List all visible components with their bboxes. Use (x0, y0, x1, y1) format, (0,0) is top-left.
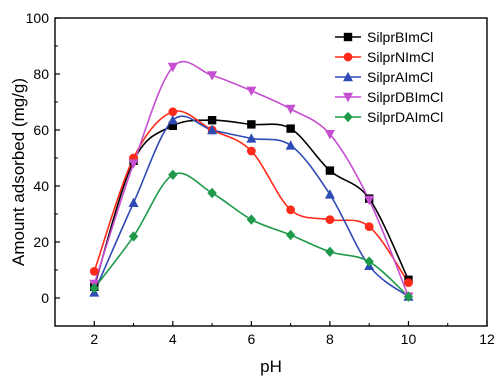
data-point-silprdbimcl (246, 86, 257, 96)
legend-label: SilprDAImCl (367, 109, 443, 125)
legend-item-silprnimcl: SilprNImCl (335, 49, 434, 65)
legend-label: SilprBImCl (367, 29, 433, 45)
data-point-silprbimcl (168, 121, 178, 130)
data-point-silprdbimcl (324, 130, 335, 140)
series-lines (93, 60, 410, 298)
data-point-silprbimcl (286, 124, 295, 133)
data-point-silpraimcl (167, 115, 178, 125)
data-point-silprbimcl (325, 166, 335, 175)
data-point-silprdbimcl (167, 62, 178, 73)
data-point-silprdaimcl (285, 229, 296, 241)
data-point-silprdaimcl (168, 169, 178, 180)
series-points-silprdaimcl (89, 169, 414, 302)
legend-marker-silprdaimcl (343, 111, 353, 123)
legend-label: SilprDBImCl (367, 89, 443, 105)
legend-marker-silprdbimcl (343, 92, 353, 103)
y-tick-label: 60 (33, 122, 49, 138)
legend-marker-silprnimcl (343, 52, 353, 62)
data-point-silprdaimcl (128, 231, 139, 242)
series-line-silprbimcl (93, 119, 410, 288)
legend-label: SilprNImCl (367, 49, 434, 65)
data-point-silprnimcl (89, 267, 99, 276)
data-point-silprdaimcl (89, 283, 99, 294)
data-point-silprdaimcl (246, 214, 257, 225)
data-point-silpraimcl (246, 133, 257, 143)
legend-marker-silpraimcl (343, 71, 353, 82)
plot-area-border (54, 17, 488, 327)
data-point-silprdaimcl (207, 187, 217, 199)
series-line-silprdaimcl (93, 172, 409, 298)
data-point-silpraimcl (128, 197, 139, 207)
legend: SilprBImCl SilprNImCl SilprAImCl SilprDBImC… (335, 29, 443, 125)
x-tick-label: 12 (479, 331, 495, 347)
y-tick-label: 100 (26, 10, 50, 26)
data-point-silprdbimcl (364, 195, 375, 206)
legend-marker-silprbimcl (343, 32, 353, 42)
x-axis-label: pH (260, 357, 282, 376)
y-tick-label: 20 (33, 234, 49, 250)
data-point-silprnimcl (404, 278, 413, 287)
data-point-silpraimcl (285, 140, 296, 150)
y-axis-label: Amount adsorbed (mg/g) (9, 78, 28, 266)
data-point-silpraimcl (324, 189, 335, 199)
x-tick-label: 8 (326, 331, 334, 347)
data-point-silprdbimcl (285, 104, 296, 115)
data-point-silprdaimcl (403, 291, 414, 302)
legend-item-silprdbimcl: SilprDBImCl (335, 89, 443, 105)
series-points-silprdbimcl (89, 62, 414, 302)
data-point-silprdaimcl (364, 256, 374, 267)
y-tick-label: 40 (33, 178, 49, 194)
data-point-silprnimcl (286, 205, 296, 215)
data-point-silprnimcl (364, 222, 374, 232)
data-point-silprdbimcl (207, 71, 218, 81)
axis-ticks (55, 17, 488, 326)
x-tick-label: 10 (401, 331, 417, 347)
legend-label: SilprAImCl (367, 69, 433, 85)
data-point-silprnimcl (325, 215, 335, 225)
data-point-silprnimcl (246, 146, 256, 156)
axis-tick-labels: 2 4 6 8 10 12 0 20 40 60 80 100 (26, 10, 495, 347)
plot-frame (54, 17, 488, 327)
y-tick-label: 80 (33, 66, 49, 82)
legend-item-silprbimcl: SilprBImCl (335, 29, 433, 45)
legend-item-silprdaimcl: SilprDAImCl (335, 109, 443, 125)
data-point-silprdaimcl (325, 246, 335, 257)
data-point-silprbimcl (247, 120, 256, 129)
data-point-silprdbimcl (128, 159, 139, 169)
series-points-silpraimcl (89, 115, 414, 301)
data-point-silprbimcl (207, 116, 217, 125)
data-point-silprnimcl (168, 107, 178, 117)
series-line-silprdbimcl (93, 60, 410, 297)
series-points (89, 62, 414, 302)
legend-item-silpraimcl: SilprAImCl (335, 69, 433, 85)
x-tick-label: 2 (90, 331, 98, 347)
x-tick-label: 6 (247, 331, 255, 347)
y-tick-label: 0 (41, 290, 49, 306)
data-point-silpraimcl (207, 124, 218, 135)
x-tick-label: 4 (169, 331, 177, 347)
